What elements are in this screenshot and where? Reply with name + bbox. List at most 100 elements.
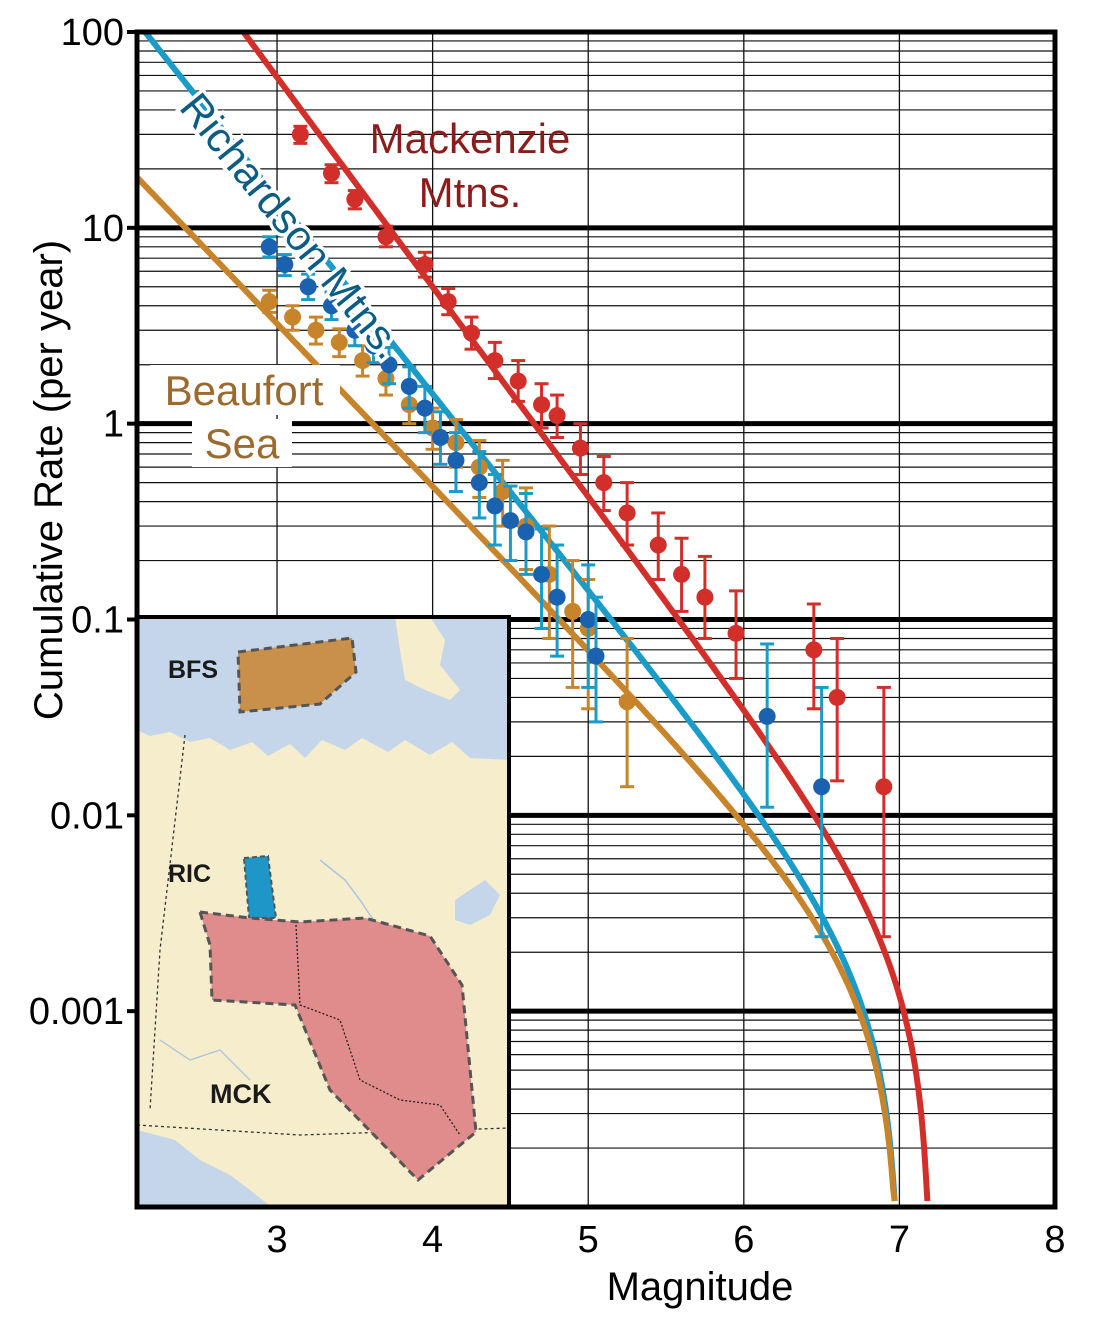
label-backdrop	[192, 419, 292, 467]
series-label: Beaufort	[165, 367, 324, 414]
x-tick-label: 8	[1044, 1219, 1065, 1261]
data-point	[416, 250, 434, 279]
point-marker	[439, 293, 457, 311]
data-point	[564, 559, 582, 689]
data-point	[284, 304, 302, 332]
point-marker	[571, 439, 589, 457]
point-marker	[322, 164, 340, 182]
data-point	[307, 315, 325, 346]
point-marker	[649, 536, 667, 554]
point-marker	[470, 474, 488, 492]
data-point	[595, 454, 613, 513]
data-point	[727, 589, 745, 680]
point-marker	[548, 407, 566, 425]
fit-curve-1	[239, 32, 931, 1202]
data-point	[380, 345, 398, 386]
fit-curve-3	[137, 175, 898, 1202]
map-lake	[455, 880, 500, 925]
data-point	[813, 685, 831, 939]
point-marker	[416, 255, 434, 273]
series-label: Sea	[205, 420, 280, 467]
data-point	[517, 491, 535, 576]
data-point	[548, 543, 566, 658]
y-tick-label: 10	[82, 208, 124, 250]
y-tick-label: 0.1	[71, 600, 124, 642]
data-point	[470, 450, 488, 520]
point-marker	[533, 396, 551, 414]
map-border-dotted	[149, 734, 186, 1111]
point-marker	[813, 778, 831, 796]
point-marker	[299, 278, 317, 296]
data-point	[346, 313, 364, 348]
data-point	[649, 511, 667, 582]
axes: 3 4 5 6 7 8 0.001 0.01 0.1 1 10 100 Magnitude Cumulat…	[27, 12, 1066, 1309]
point-marker	[548, 588, 566, 606]
point-marker	[509, 372, 527, 390]
y-tick-label: 0.001	[29, 991, 124, 1033]
point-marker	[805, 641, 823, 659]
data-point	[696, 554, 714, 640]
series-label: Mtns.	[419, 169, 522, 216]
data-point	[276, 253, 294, 278]
inset-map: BFS RIC MCK	[136, 617, 510, 1206]
map-mck-region	[197, 910, 478, 1183]
point-marker	[416, 399, 434, 417]
data-point	[618, 636, 636, 789]
label-backdrop	[150, 365, 340, 415]
data-point	[618, 481, 636, 547]
x-tick-label: 4	[422, 1219, 443, 1261]
point-marker	[587, 647, 605, 665]
data-point	[365, 328, 383, 365]
series-label: Mackenzie	[370, 115, 571, 162]
grid	[137, 32, 1055, 1207]
data-point	[260, 288, 278, 314]
point-marker	[307, 321, 325, 339]
data-point	[322, 163, 340, 185]
point-marker	[322, 297, 340, 315]
point-marker	[365, 337, 383, 355]
point-marker	[501, 512, 519, 530]
x-tick-label: 6	[733, 1219, 754, 1261]
data-point	[758, 642, 776, 809]
map-ric-region	[242, 854, 278, 919]
data-point	[400, 365, 418, 410]
point-marker	[276, 255, 294, 273]
data-point	[299, 272, 317, 302]
data-points	[260, 124, 893, 939]
map-bfs-region	[236, 636, 358, 714]
point-marker	[517, 523, 535, 541]
data-point	[330, 327, 348, 359]
point-marker	[579, 611, 597, 628]
map-peninsula	[395, 617, 460, 700]
y-tick-label: 100	[61, 12, 124, 54]
point-marker	[447, 451, 465, 469]
data-point	[587, 595, 605, 724]
data-point	[579, 563, 597, 689]
point-marker	[380, 356, 398, 374]
data-point	[416, 384, 434, 435]
point-marker	[260, 293, 278, 311]
point-marker	[618, 693, 636, 711]
data-point	[439, 287, 457, 317]
x-tick-label: 5	[578, 1219, 599, 1261]
data-point	[533, 382, 551, 430]
data-point	[431, 410, 449, 466]
fit-curve-2	[141, 32, 898, 1202]
y-axis-title: Cumulative Rate (per year)	[27, 240, 71, 720]
data-point	[260, 235, 278, 259]
data-point	[486, 473, 504, 547]
point-marker	[431, 428, 449, 446]
map-label-bfs: BFS	[168, 656, 218, 684]
point-marker	[291, 125, 309, 143]
data-point	[291, 124, 309, 145]
x-tick-label: 3	[266, 1219, 287, 1261]
data-point	[828, 636, 846, 783]
data-point	[548, 393, 566, 439]
point-marker	[828, 688, 846, 706]
y-tick-label: 0.01	[50, 795, 124, 837]
map-label-ric: RIC	[168, 860, 211, 888]
data-point	[875, 685, 893, 939]
point-marker	[260, 238, 278, 256]
point-marker	[595, 474, 613, 492]
y-tick-label: 1	[103, 404, 124, 446]
